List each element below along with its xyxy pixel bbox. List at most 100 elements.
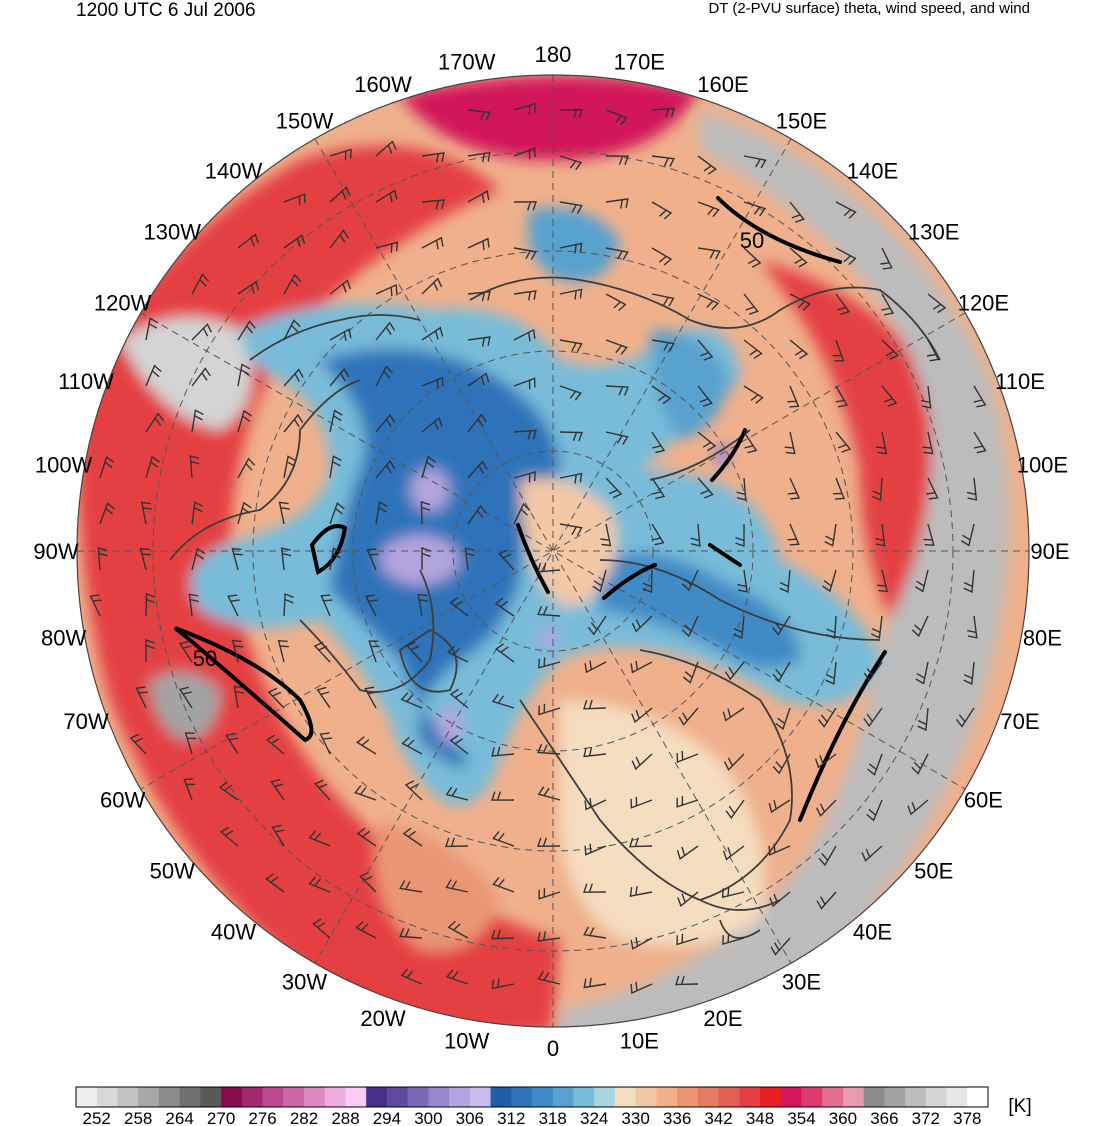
wind-barb	[320, 594, 333, 617]
colorbar-tick-label: 366	[870, 1109, 898, 1126]
wind-barb	[861, 845, 883, 862]
wind-barb	[789, 339, 809, 360]
wind-barb	[491, 978, 515, 990]
wind-barb	[283, 273, 302, 295]
wind-barb	[140, 501, 152, 525]
colorbar-tick-label: 282	[290, 1109, 318, 1126]
colorbar-swatch	[656, 1087, 678, 1107]
wind-barb	[605, 431, 629, 445]
wind-barb	[356, 736, 377, 755]
colorbar-swatch	[780, 1087, 802, 1107]
wind-barb	[467, 151, 491, 163]
wind-barb	[265, 734, 285, 755]
wind-barb	[218, 781, 239, 801]
wind-barb	[537, 786, 561, 801]
wind-barb	[178, 640, 193, 663]
wind-barb	[513, 502, 531, 525]
wind-barb	[449, 734, 469, 755]
wind-barb	[399, 880, 423, 893]
wind-barb	[129, 733, 147, 755]
wind-barb	[817, 707, 837, 728]
longitude-label: 170W	[438, 50, 496, 75]
wind-barb	[923, 523, 935, 546]
wind-barb	[651, 477, 666, 500]
wind-barb	[375, 365, 394, 387]
wind-barb	[329, 367, 350, 387]
wind-barb	[375, 321, 396, 341]
wind-barb	[963, 569, 975, 593]
wind-barb	[917, 707, 929, 731]
wind-barb	[402, 827, 423, 847]
wind-barb	[835, 293, 851, 316]
wind-barb	[421, 199, 445, 210]
longitude-label: 20W	[360, 1006, 405, 1031]
wind-barb	[188, 593, 199, 617]
colorbar-swatch	[614, 1087, 636, 1107]
colorbar-swatch	[76, 1087, 98, 1107]
wind-barb	[682, 661, 699, 684]
wind-barb	[651, 247, 673, 266]
wind-barb	[183, 778, 196, 801]
colorbar-swatch	[884, 1087, 906, 1107]
wind-barb	[677, 891, 699, 907]
jet-contour-label: 50	[740, 228, 764, 253]
wind-barb	[467, 413, 487, 433]
colorbar-swatch	[925, 1087, 947, 1107]
wind-barb	[145, 317, 159, 341]
wind-barb	[191, 547, 206, 571]
colorbar-swatch	[842, 1087, 864, 1107]
wind-barb	[743, 247, 762, 268]
wind-barb	[219, 826, 239, 847]
wind-barb	[676, 796, 699, 808]
colorbar-swatch	[179, 1087, 201, 1107]
wind-barb	[356, 827, 377, 847]
wind-barb	[770, 937, 791, 956]
wind-barb	[722, 933, 745, 946]
longitude-labels: 180 170E 160E 150E 140E 130E 120E 110E 100E 90E 80…	[33, 42, 1069, 1061]
wind-barb	[559, 431, 583, 442]
wind-barb	[743, 201, 767, 217]
wind-barb	[584, 798, 607, 811]
longitude-label: 150E	[776, 109, 827, 134]
wind-barb	[537, 931, 561, 942]
colorbar-swatch	[946, 1087, 968, 1107]
colorbar-swatch	[635, 1087, 657, 1107]
wind-barb	[375, 283, 398, 297]
wind-barb	[814, 753, 837, 769]
wind-barb	[537, 837, 561, 848]
wind-barb	[697, 155, 717, 175]
wind-barb	[775, 707, 791, 730]
wind-barb	[145, 639, 155, 663]
wind-barb	[375, 189, 398, 203]
colorbar-swatch	[283, 1087, 305, 1107]
wind-barb	[99, 455, 115, 479]
wind-barb	[420, 501, 431, 525]
colorbar-swatch	[697, 1087, 719, 1107]
colorbar-swatch	[718, 1087, 740, 1107]
wind-barb	[725, 799, 745, 820]
wind-barb	[537, 562, 561, 573]
wind-barb	[449, 597, 469, 617]
wind-barb	[911, 753, 929, 775]
wind-barb	[681, 615, 699, 638]
wind-barb	[513, 429, 537, 440]
wind-barb	[237, 457, 256, 479]
wind-barb	[651, 201, 673, 220]
colorbar-tick-label: 336	[663, 1109, 691, 1126]
wind-barb	[743, 155, 767, 169]
wind-barb	[329, 279, 351, 295]
wind-barb	[735, 524, 745, 547]
colorbar-tick-label: 300	[414, 1109, 442, 1126]
field-description-label: DT (2-PVU surface) theta, wind speed, an…	[708, 0, 1030, 17]
longitude-label: 60W	[100, 788, 145, 813]
colorbar-swatch	[241, 1087, 263, 1107]
wind-barb	[329, 229, 349, 249]
longitude-label: 150W	[276, 109, 334, 134]
wind-barb	[191, 273, 210, 295]
wind-barb	[651, 107, 675, 118]
wind-barb	[651, 431, 666, 454]
wind-barb	[876, 431, 888, 455]
wind-barb	[283, 368, 304, 387]
wind-barb	[400, 968, 423, 985]
wind-barb	[513, 247, 537, 260]
